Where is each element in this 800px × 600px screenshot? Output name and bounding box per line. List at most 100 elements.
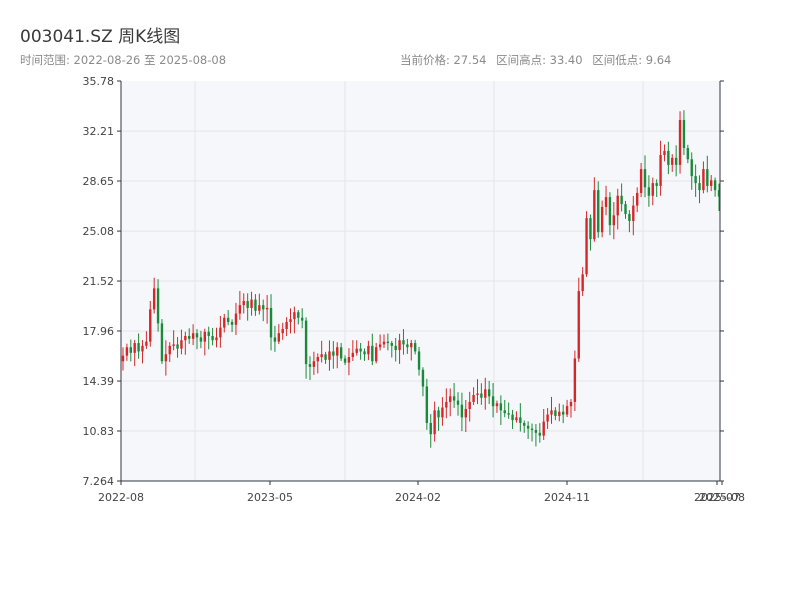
candle: [686, 144, 690, 164]
candle: [589, 214, 592, 251]
chart-title: 003041.SZ 周K线图: [20, 27, 181, 47]
candle: [620, 183, 623, 212]
candle: [246, 293, 249, 321]
y-tick-label: 35.78: [83, 75, 115, 88]
candle: [456, 392, 460, 416]
candle: [281, 322, 284, 340]
candle: [285, 317, 288, 337]
candle: [300, 308, 304, 329]
candle: [343, 355, 347, 366]
candle: [597, 181, 600, 238]
candle: [367, 340, 370, 361]
candle: [382, 334, 386, 348]
candle: [706, 155, 709, 193]
candle: [129, 339, 132, 362]
candle: [324, 351, 327, 364]
candle: [180, 329, 183, 355]
candle: [145, 331, 148, 349]
candle: [199, 330, 203, 349]
candle: [176, 337, 179, 358]
candle: [394, 338, 397, 362]
grid-lines: [121, 81, 720, 481]
candle: [328, 340, 331, 371]
y-tick-label: 25.08: [83, 225, 115, 238]
candle: [550, 396, 553, 424]
candle: [375, 343, 378, 364]
candle: [378, 334, 382, 351]
candle: [184, 331, 187, 355]
candle: [542, 408, 545, 440]
candle: [125, 343, 129, 361]
candle: [355, 340, 358, 356]
candle: [410, 339, 413, 361]
candle: [604, 185, 608, 216]
price-stats: 当前价格: 27.54 区间高点: 33.40 区间低点: 9.64: [400, 52, 677, 68]
candle: [616, 188, 619, 230]
candle: [441, 397, 444, 426]
candle: [215, 327, 218, 348]
candle: [655, 179, 658, 197]
candle: [487, 380, 491, 405]
x-tick-label: 2025-08: [699, 491, 745, 504]
candle: [297, 309, 300, 325]
candle: [480, 383, 483, 405]
candle: [359, 343, 362, 360]
candle: [433, 401, 436, 442]
candle: [538, 423, 542, 443]
candle: [234, 302, 238, 336]
candle: [554, 407, 557, 421]
candle: [121, 347, 125, 371]
candle: [238, 290, 242, 320]
candle: [156, 279, 160, 332]
candle: [191, 324, 195, 346]
candle: [277, 324, 281, 345]
candle: [386, 333, 390, 351]
candle: [600, 200, 604, 238]
candle: [569, 399, 573, 418]
range-low-stat: 区间低点: 9.64: [592, 53, 672, 67]
candle: [398, 333, 401, 364]
candle: [495, 400, 499, 413]
candle: [635, 187, 639, 213]
candle: [168, 342, 171, 362]
candle: [682, 110, 686, 156]
current-price-stat: 当前价格: 27.54: [400, 53, 487, 67]
candle: [429, 414, 432, 448]
x-tick-label: 2024-11: [544, 491, 590, 504]
candle: [250, 291, 253, 316]
candle: [643, 155, 647, 198]
candle: [304, 317, 308, 379]
candle: [406, 338, 409, 354]
candle: [254, 294, 257, 316]
candle: [449, 388, 452, 417]
candle: [363, 348, 366, 361]
y-tick-label: 21.52: [83, 275, 115, 288]
candle: [624, 200, 627, 219]
candle: [293, 306, 296, 334]
date-range-subtitle: 时间范围: 2022-08-26 至 2025-08-08: [20, 53, 227, 67]
candle: [149, 300, 152, 347]
candle: [347, 348, 351, 376]
candle: [390, 340, 393, 358]
x-tick-label: 2025-07: [694, 491, 740, 504]
candle: [577, 277, 580, 362]
candle: [632, 196, 635, 236]
candle: [667, 141, 670, 175]
candle: [203, 328, 207, 356]
candle: [445, 388, 448, 419]
candle: [503, 399, 506, 418]
candle: [608, 192, 612, 236]
y-tick-label: 17.96: [83, 325, 115, 338]
candles: [121, 110, 721, 448]
x-tick-label: 2024-02: [395, 491, 441, 504]
candle: [332, 341, 335, 369]
candle: [172, 330, 175, 351]
candle: [593, 177, 596, 242]
candle: [152, 277, 156, 314]
candle: [663, 144, 666, 162]
candle: [659, 140, 662, 196]
candle: [312, 351, 316, 375]
candle: [491, 383, 495, 418]
candle: [573, 350, 577, 412]
